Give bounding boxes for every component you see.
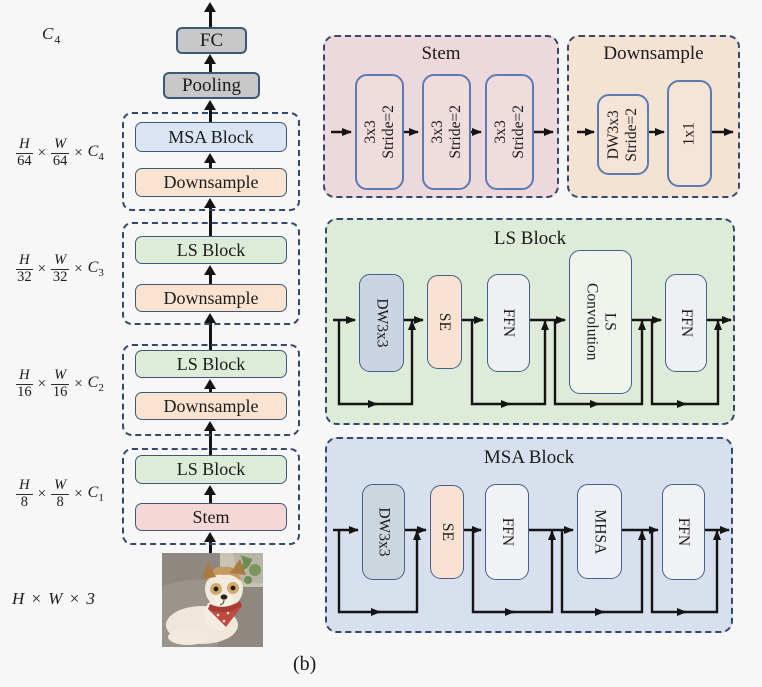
stage1-stem-box: Stem <box>135 503 287 531</box>
input-image-dog <box>162 553 263 647</box>
stage1-container <box>122 448 300 545</box>
stage1-ls-block-box: LS Block <box>135 455 287 484</box>
stem-conv1-box: 3x3 Stride=2 <box>355 74 404 190</box>
msa-block-detail-panel: MSA Block DW3x3 SE FFN MHSA <box>325 437 733 633</box>
downsample-dwconv-box: DW3x3 Stride=2 <box>597 94 649 175</box>
ls-ffn1-box: FFN <box>487 274 530 372</box>
stem-detail-panel: Stem 3x3 Stride=2 3x3 Stride=2 3x3 Stride=2 <box>323 35 559 198</box>
stage2-ls-block-box: LS Block <box>135 350 287 378</box>
ls-block-panel-title: LS Block <box>493 228 567 249</box>
flow-arrow <box>204 265 217 284</box>
msa-ffn1-box: FFN <box>485 484 529 580</box>
ls-block-panel-arrows <box>333 316 732 408</box>
msa-se-box: SE <box>430 485 464 579</box>
ls-block-detail-panel: LS Block DW3x3 SE FFN <box>325 218 735 425</box>
stage2-downsample-box: Downsample <box>135 392 287 420</box>
flow-arrow <box>204 198 217 236</box>
input-dim-label: H × W × 3 <box>12 589 96 608</box>
c4-output-label: C4 <box>42 24 62 47</box>
downsample-panel-title: Downsample <box>603 43 704 64</box>
flow-arrow <box>204 485 217 503</box>
ls-dwconv-box: DW3x3 <box>359 274 404 372</box>
ls-conv-box: LS Convolution <box>569 250 632 394</box>
stage4-dim-label: H 64 × W 64 × C4 <box>16 136 104 169</box>
stage2-dim-label: H 16 × W 16 × C2 <box>16 367 104 400</box>
stem-panel-title: Stem <box>421 43 461 64</box>
stage4-container <box>122 112 300 211</box>
msa-block-panel-arrows <box>333 526 730 616</box>
flow-arrow <box>204 421 217 457</box>
flow-arrow-input <box>204 532 217 553</box>
msa-ffn2-box: FFN <box>662 484 705 580</box>
downsample-panel-arrows <box>577 128 734 136</box>
flow-arrow <box>204 100 217 122</box>
flow-arrow-output <box>204 2 217 27</box>
stage3-dim-label: H 32 × W 32 × C3 <box>16 252 104 285</box>
msa-block-panel-title: MSA Block <box>483 447 575 468</box>
ls-se-box: SE <box>427 275 462 369</box>
flow-arrow <box>204 54 217 72</box>
ls-ffn2-box: FFN <box>665 274 707 372</box>
downsample-detail-panel: Downsample DW3x3 Stride=2 1x1 <box>567 35 740 198</box>
stage3-ls-block-box: LS Block <box>135 236 287 264</box>
stem-conv2-box: 3x3 Stride=2 <box>422 74 471 190</box>
flow-arrow <box>204 313 217 350</box>
msa-dwconv-box: DW3x3 <box>362 484 405 580</box>
pooling-box: Pooling <box>163 72 260 99</box>
fc-box: FC <box>176 27 247 54</box>
stem-panel-arrows <box>331 128 554 136</box>
stage2-container <box>122 344 300 436</box>
stem-conv3-box: 3x3 Stride=2 <box>485 74 534 190</box>
flow-arrow <box>204 379 217 392</box>
figure-caption: (b) <box>293 653 317 675</box>
msa-mhsa-box: MHSA <box>577 484 622 579</box>
stage3-downsample-box: Downsample <box>135 284 287 312</box>
stage3-container <box>122 222 300 325</box>
flow-arrow <box>204 153 217 168</box>
stage4-msa-block-box: MSA Block <box>135 122 287 152</box>
downsample-1x1-box: 1x1 <box>667 80 712 187</box>
stage4-downsample-box: Downsample <box>135 168 287 197</box>
